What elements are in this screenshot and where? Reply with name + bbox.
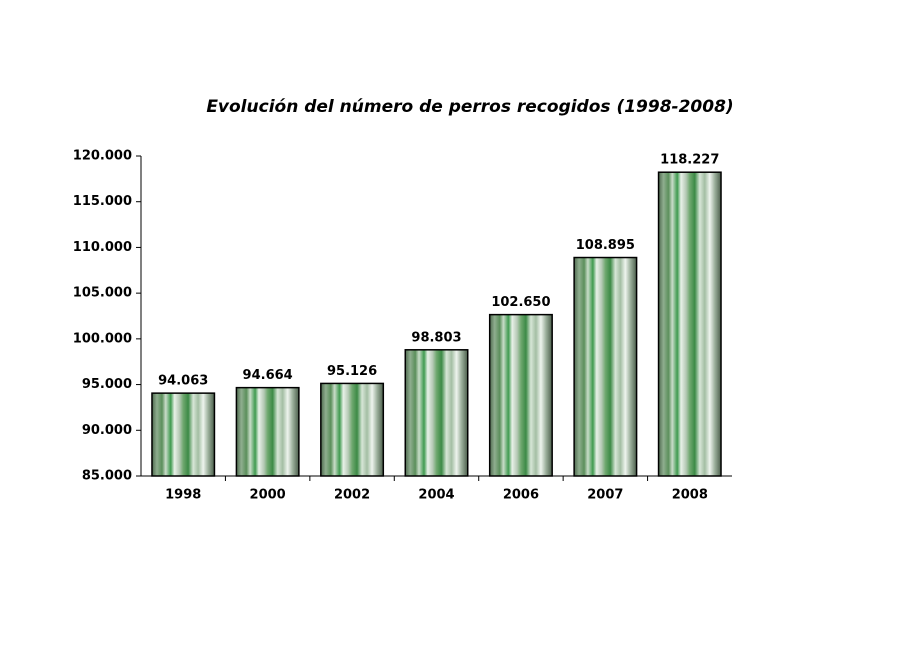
y-tick-label: 90.000 — [82, 423, 132, 438]
x-tick-label: 2002 — [334, 488, 370, 503]
y-tick-label: 95.000 — [82, 377, 132, 392]
y-tick-label: 85.000 — [82, 469, 132, 484]
x-tick-label: 2008 — [672, 488, 708, 503]
value-label: 94.063 — [158, 374, 208, 389]
y-tick-label: 115.000 — [73, 194, 132, 209]
bar — [404, 349, 469, 477]
bar — [657, 171, 722, 477]
x-tick-label: 2006 — [503, 488, 539, 503]
x-tick-label: 2000 — [250, 488, 286, 503]
value-label: 102.650 — [491, 295, 550, 310]
value-label: 95.126 — [327, 364, 377, 379]
value-label: 108.895 — [576, 238, 635, 253]
value-label: 94.664 — [243, 368, 293, 383]
chart-title: Evolución del número de perros recogidos… — [206, 97, 733, 117]
bar — [235, 386, 300, 477]
value-label: 118.227 — [660, 153, 719, 168]
y-tick-label: 100.000 — [73, 331, 132, 346]
bar — [488, 313, 553, 477]
x-tick-label: 2004 — [418, 488, 454, 503]
value-label: 98.803 — [411, 330, 461, 345]
x-tick-label: 2007 — [587, 488, 623, 503]
bar — [151, 392, 216, 477]
y-tick-label: 105.000 — [73, 286, 132, 301]
bar — [320, 382, 385, 477]
x-tick-label: 1998 — [165, 488, 201, 503]
y-tick-label: 110.000 — [73, 240, 132, 255]
y-tick-label: 120.000 — [73, 149, 132, 164]
bar — [573, 256, 638, 477]
